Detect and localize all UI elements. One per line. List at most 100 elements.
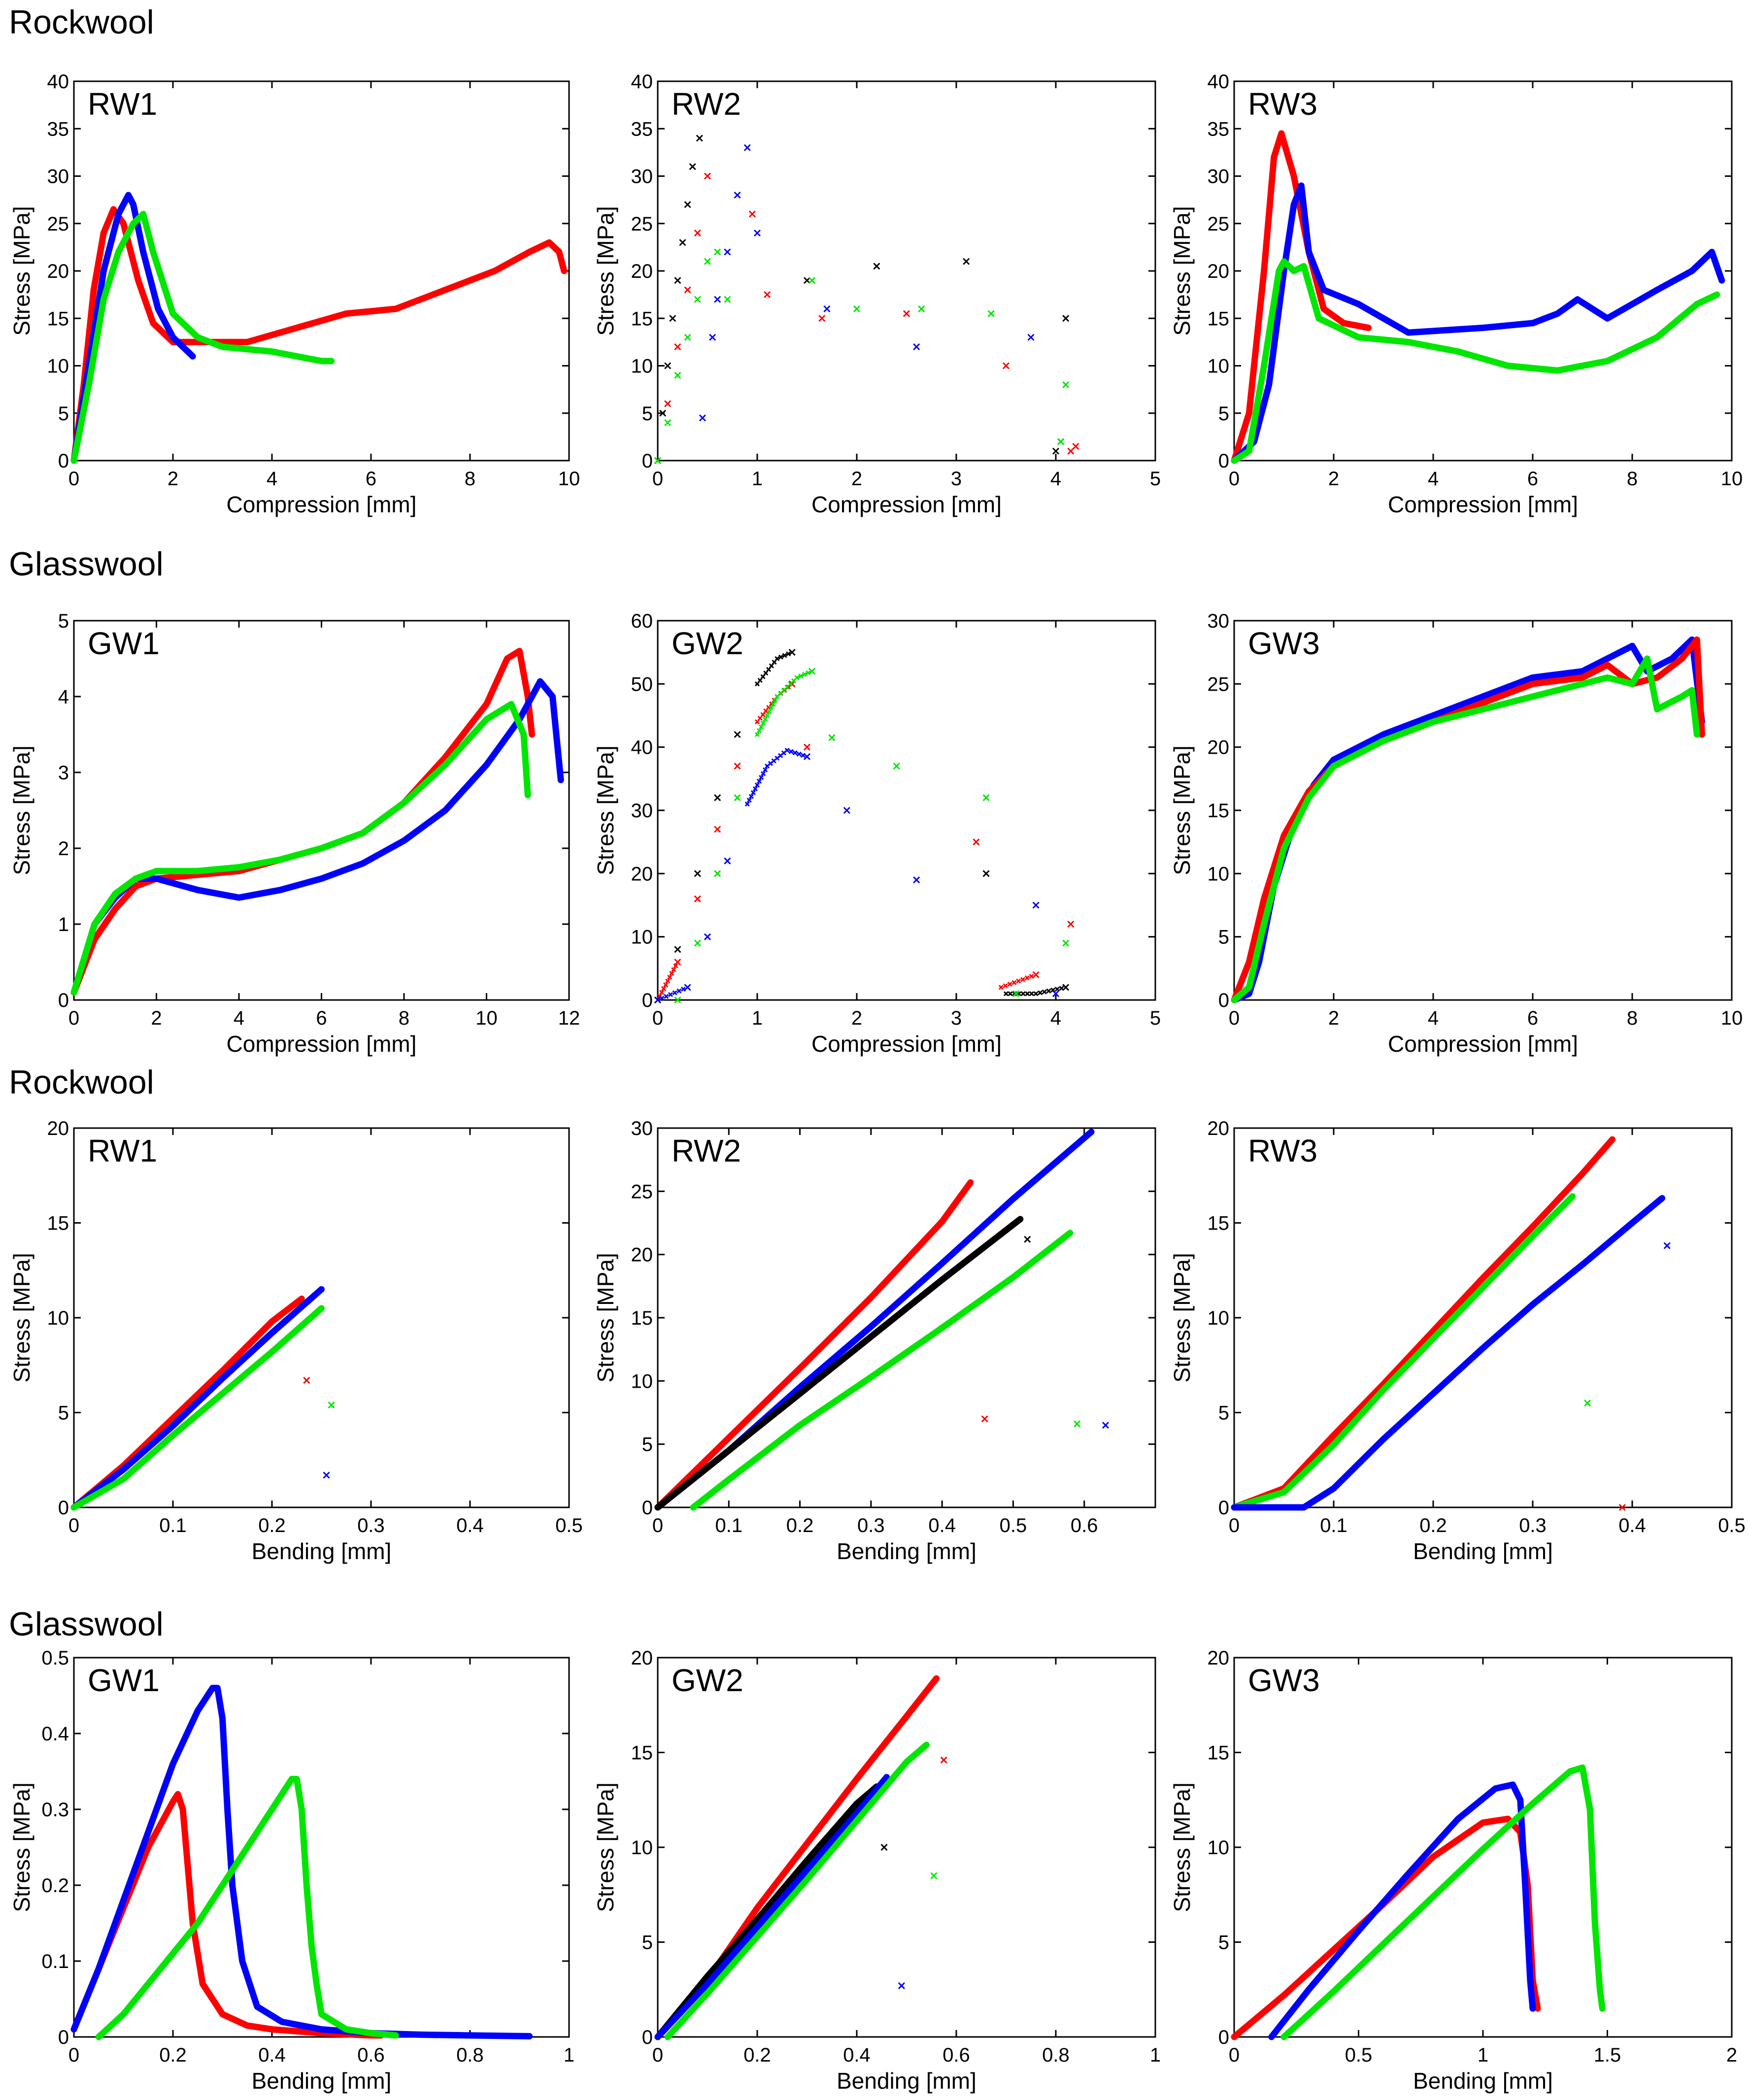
x-tick-label: 0 [1229, 468, 1240, 490]
y-tick-label: 0.5 [41, 1647, 69, 1669]
x-tick-label: 0.2 [1419, 1515, 1447, 1536]
x-tick-label: 2 [168, 468, 178, 490]
data-point-marker [674, 946, 681, 953]
data-point-marker [661, 986, 667, 991]
series-green [95, 1775, 399, 2040]
chart-panel-8: 0 0.1 0.2 0.3 0.4 0.5 0.6 0 5 10 15 20 25 30 Bending [… [593, 1118, 1156, 1564]
x-tick-label: 2 [1328, 1007, 1339, 1029]
x-tick-label: 0.4 [456, 1515, 484, 1536]
data-point-marker [763, 767, 768, 772]
series-blue [1268, 1781, 1536, 2040]
x-tick-label: 0 [652, 2044, 663, 2066]
x-tick-label: 0 [68, 1515, 79, 1536]
x-tick-label: 0.4 [928, 1515, 956, 1536]
y-tick-label: 10 [1208, 356, 1230, 377]
y-tick-label: 3 [58, 762, 69, 784]
series-red [940, 1756, 947, 1764]
series-black [880, 1843, 888, 1851]
data-point-marker [784, 748, 790, 753]
series-blue [1231, 636, 1705, 1003]
data-point-marker [771, 701, 776, 707]
series-red [654, 172, 1079, 465]
series-line-green [70, 1305, 325, 1511]
x-axis-label: Compression [mm] [227, 1031, 417, 1057]
chart-title: GW3 [1248, 626, 1320, 661]
data-point-marker [659, 996, 665, 1001]
x-tick-label: 1.5 [1594, 2044, 1621, 2066]
y-tick-label: 0.1 [41, 1951, 69, 1972]
data-point-marker [1016, 978, 1021, 984]
x-tick-label: 0 [1229, 1007, 1240, 1029]
y-tick-label: 2 [58, 838, 69, 860]
data-point-marker [684, 984, 691, 991]
data-point-marker [873, 263, 880, 270]
y-tick-label: 20 [631, 1647, 653, 1669]
y-tick-label: 0 [642, 450, 653, 472]
chart-panel-3: 0 2 4 6 8 10 0 5 10 15 20 25 30 35 40 Compression [mm] S… [1169, 71, 1743, 517]
series-red [70, 1791, 384, 2039]
data-point-marker [676, 988, 682, 994]
y-tick-label: 0 [58, 990, 69, 1011]
y-tick-label: 20 [1208, 1647, 1230, 1669]
data-point-marker [674, 958, 681, 966]
data-point-marker [674, 996, 681, 1004]
y-axis-label: Stress [MPa] [9, 1253, 34, 1382]
data-point-marker [1012, 990, 1020, 998]
data-point-marker [303, 1376, 310, 1384]
data-point-marker [796, 751, 802, 757]
y-axis-label: Stress [MPa] [593, 206, 618, 335]
data-point-marker [672, 990, 677, 996]
series-line-green [70, 700, 531, 996]
data-point-marker [748, 794, 754, 799]
data-point-marker [655, 997, 661, 1003]
section-title-glasswool-bending: Glasswool [9, 1605, 164, 1643]
chart-title: GW3 [1248, 1663, 1320, 1698]
series-green [664, 1741, 930, 2040]
y-tick-label: 0.2 [41, 1875, 69, 1897]
y-tick-label: 25 [1208, 673, 1230, 695]
y-tick-label: 4 [58, 686, 69, 708]
series-line-green [1231, 258, 1720, 464]
x-tick-label: 6 [366, 468, 376, 490]
y-tick-label: 35 [1208, 118, 1230, 140]
series-blue [1102, 1422, 1110, 1429]
y-axis-label: Stress [MPa] [9, 206, 34, 335]
y-tick-label: 30 [1208, 166, 1230, 188]
y-tick-label: 0 [1218, 2027, 1229, 2048]
chart-title: GW1 [88, 626, 160, 661]
plot-area-frame [1233, 1127, 1733, 1508]
y-tick-label: 20 [1208, 261, 1230, 282]
y-axis-label: Stress [MPa] [593, 745, 618, 875]
y-tick-label: 60 [631, 610, 653, 632]
series-line-black [654, 1216, 1024, 1511]
x-tick-label: 0 [68, 2044, 79, 2066]
series-line-green [1280, 1764, 1606, 2040]
data-point-marker [699, 414, 706, 422]
series-line-green [70, 211, 335, 464]
data-point-marker [778, 654, 784, 660]
y-tick-label: 10 [47, 356, 69, 377]
x-tick-label: 4 [1050, 468, 1061, 490]
y-tick-label: 5 [1218, 1932, 1229, 1954]
x-tick-label: 3 [951, 1007, 962, 1029]
series-line-red [654, 1179, 974, 1511]
x-tick-label: 0.6 [942, 2044, 970, 2066]
data-point-marker [1067, 920, 1075, 928]
data-point-marker [1007, 981, 1012, 987]
x-tick-label: 0.8 [456, 2044, 484, 2066]
data-point-marker [828, 734, 836, 741]
data-point-marker [680, 986, 686, 992]
series-black [654, 1783, 880, 2040]
data-point-marker [694, 895, 701, 902]
data-point-marker [843, 806, 850, 814]
series-line-green [1231, 1193, 1576, 1511]
y-tick-label: 0 [58, 1497, 69, 1519]
x-tick-label: 2 [151, 1007, 162, 1029]
data-point-marker [792, 750, 798, 756]
data-point-marker [764, 291, 771, 299]
data-point-marker [694, 939, 701, 947]
x-axis-label: Bending [mm] [837, 2068, 976, 2094]
data-point-marker [761, 720, 766, 726]
